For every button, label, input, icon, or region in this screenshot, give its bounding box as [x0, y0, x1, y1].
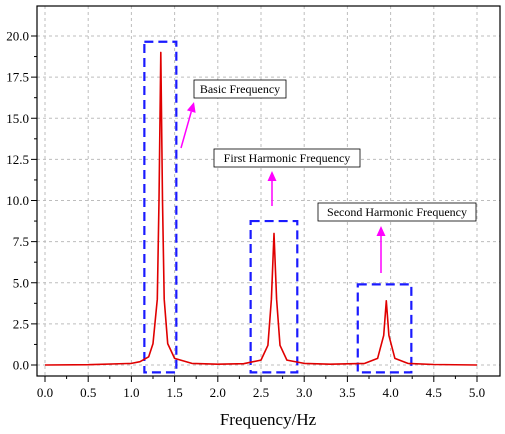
x-tick-label: 3.0 [296, 385, 312, 400]
annotation-arrow [180, 102, 196, 149]
y-tick-label: 12.5 [6, 152, 29, 167]
x-tick-label: 2.0 [210, 385, 226, 400]
annotation-labels: Basic Frequency First Harmonic Frequency S… [193, 79, 477, 222]
x-tick-label: 3.5 [339, 385, 355, 400]
arrow-head [376, 226, 386, 236]
arrow-head [186, 102, 196, 113]
annotation-label: Second Harmonic Frequency [317, 202, 477, 222]
annotation-label-box [213, 148, 361, 168]
y-tick-label: 2.5 [13, 316, 29, 331]
annotation-arrows [180, 102, 386, 273]
y-tick-label: 5.0 [13, 275, 29, 290]
grid [37, 6, 500, 376]
x-tick-label: 4.0 [382, 385, 398, 400]
harmonic-boxes [143, 40, 413, 374]
y-tick-label: 15.0 [6, 111, 29, 126]
annotation-label: First Harmonic Frequency [213, 148, 361, 168]
harmonic-box [356, 283, 413, 374]
harmonic-box [143, 40, 178, 374]
y-tick-label: 0.0 [13, 358, 29, 373]
x-axis-title: Frequency/Hz [220, 410, 317, 429]
x-tick-label: 1.0 [123, 385, 139, 400]
annotation-label-text: Second Harmonic Frequency [327, 205, 467, 219]
plot-frame [36, 5, 501, 377]
x-tick-label: 2.5 [253, 385, 269, 400]
arrow-head [267, 171, 277, 181]
x-tick-label: 0.5 [80, 385, 96, 400]
arrow-shaft [180, 111, 193, 149]
y-tick-label: 17.5 [6, 70, 29, 85]
y-tick-label: 10.0 [6, 193, 29, 208]
annotation-arrow [376, 226, 386, 273]
annotation-label-text: Basic Frequency [200, 82, 280, 96]
x-tick-label: 1.5 [166, 385, 182, 400]
x-axis-ticks: 0.0 0.5 1.0 1.5 2.0 2.5 3.0 3.5 4.0 4.5 5.0 [37, 376, 485, 400]
x-tick-label: 5.0 [469, 385, 485, 400]
x-tick-label: 0.0 [37, 385, 53, 400]
y-tick-label: 20.0 [6, 29, 29, 44]
y-tick-label: 7.5 [13, 234, 29, 249]
annotation-label-text: First Harmonic Frequency [224, 151, 351, 165]
y-axis-ticks: 0.0 2.5 5.0 7.5 10.0 12.5 15.0 17.5 20.0 [6, 29, 37, 373]
annotation-label-box [193, 79, 287, 99]
series-layer [44, 51, 478, 366]
annotation-label: Basic Frequency [193, 79, 287, 99]
annotation-arrow [267, 171, 277, 206]
x-tick-label: 4.5 [426, 385, 442, 400]
annotation-label-box [317, 202, 477, 222]
spectrum-line [44, 51, 478, 366]
